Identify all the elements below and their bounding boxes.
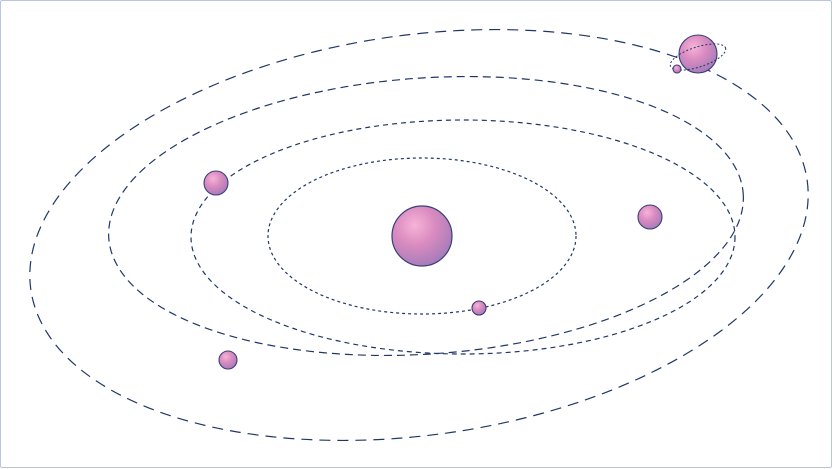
orbit-2 — [190, 119, 736, 355]
ringed-planet-body — [678, 34, 718, 74]
sun-body — [391, 205, 453, 267]
orbit-3 — [108, 75, 744, 357]
planets — [203, 34, 727, 370]
moon — [672, 64, 682, 74]
planet-lower-left — [218, 350, 238, 370]
orbits — [29, 28, 809, 442]
orbit-4 — [29, 28, 809, 442]
orbit-1 — [267, 157, 577, 315]
ringed-planet — [669, 34, 727, 74]
planet-ring — [669, 43, 727, 71]
planet-left — [203, 170, 229, 196]
planet-inner — [471, 300, 487, 316]
planet-right — [637, 204, 663, 230]
